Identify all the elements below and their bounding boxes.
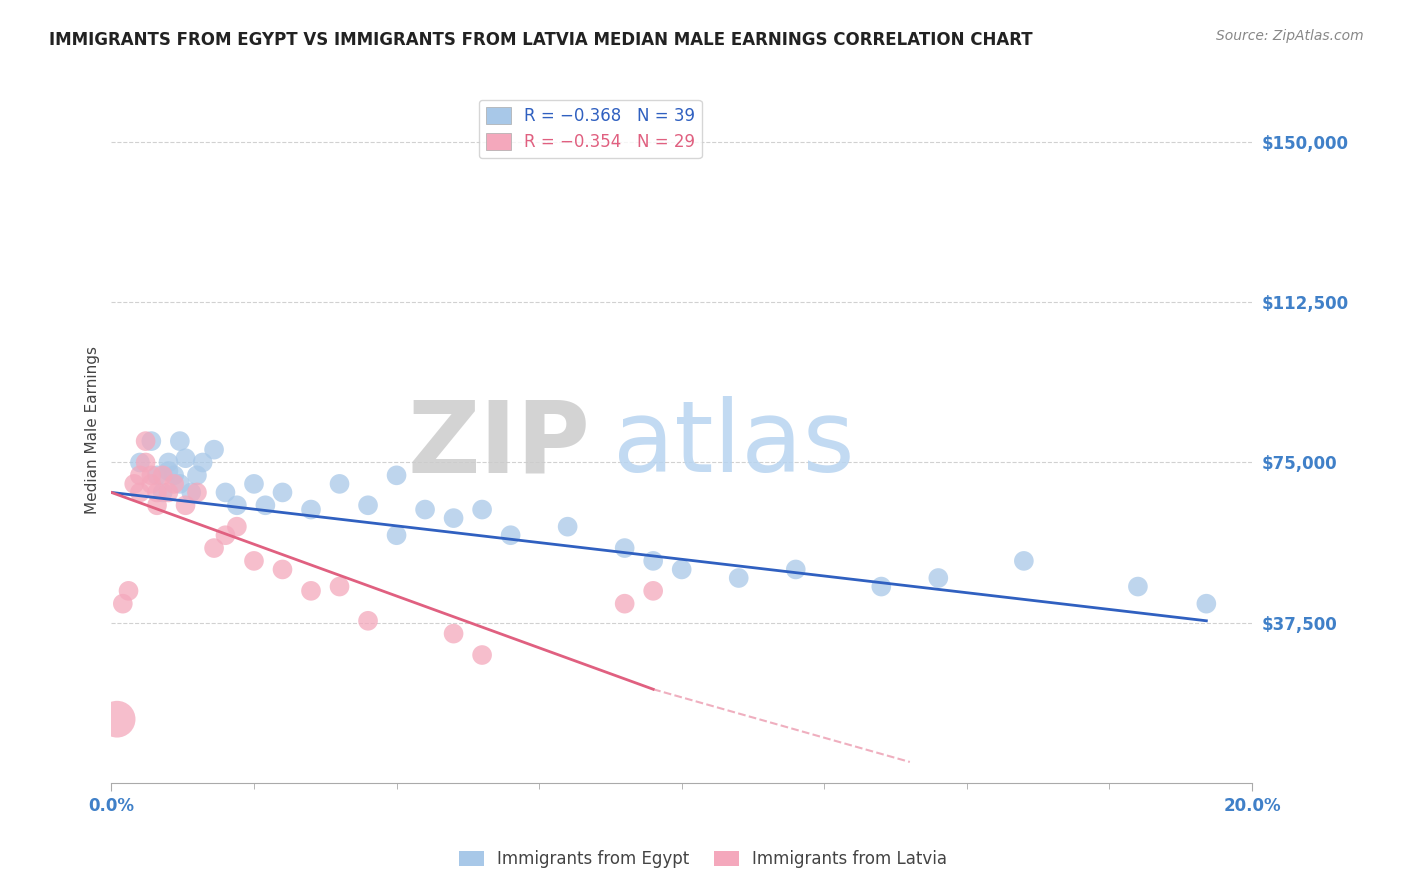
Point <box>1195 597 1218 611</box>
Point <box>328 476 350 491</box>
Point <box>146 485 169 500</box>
Text: Source: ZipAtlas.com: Source: ZipAtlas.com <box>1216 29 1364 43</box>
Point <box>135 455 157 469</box>
Point <box>471 502 494 516</box>
Point <box>157 485 180 500</box>
Point <box>129 468 152 483</box>
Point <box>152 485 174 500</box>
Point <box>186 468 208 483</box>
Point <box>129 455 152 469</box>
Point <box>271 562 294 576</box>
Point <box>174 498 197 512</box>
Point <box>202 541 225 555</box>
Point <box>152 468 174 483</box>
Point <box>141 476 163 491</box>
Point <box>243 554 266 568</box>
Point <box>157 455 180 469</box>
Point <box>557 519 579 533</box>
Point <box>191 455 214 469</box>
Point <box>785 562 807 576</box>
Point <box>129 485 152 500</box>
Point <box>225 519 247 533</box>
Point <box>135 434 157 449</box>
Point <box>443 511 465 525</box>
Point <box>385 468 408 483</box>
Point <box>671 562 693 576</box>
Point <box>1126 580 1149 594</box>
Point <box>202 442 225 457</box>
Point <box>146 468 169 483</box>
Legend: R = −0.368   N = 39, R = −0.354   N = 29: R = −0.368 N = 39, R = −0.354 N = 29 <box>479 100 702 158</box>
Point <box>105 712 128 726</box>
Point <box>174 451 197 466</box>
Point <box>613 597 636 611</box>
Point <box>443 626 465 640</box>
Point <box>643 583 665 598</box>
Point <box>122 476 145 491</box>
Point <box>613 541 636 555</box>
Point <box>214 485 236 500</box>
Point <box>870 580 893 594</box>
Point <box>254 498 277 512</box>
Point <box>357 614 380 628</box>
Point <box>186 485 208 500</box>
Point <box>243 476 266 491</box>
Point <box>1012 554 1035 568</box>
Point <box>117 583 139 598</box>
Point <box>141 434 163 449</box>
Point <box>643 554 665 568</box>
Point <box>157 464 180 478</box>
Point <box>111 597 134 611</box>
Point <box>214 528 236 542</box>
Point <box>271 485 294 500</box>
Point <box>413 502 436 516</box>
Point <box>299 583 322 598</box>
Point <box>328 580 350 594</box>
Text: IMMIGRANTS FROM EGYPT VS IMMIGRANTS FROM LATVIA MEDIAN MALE EARNINGS CORRELATION: IMMIGRANTS FROM EGYPT VS IMMIGRANTS FROM… <box>49 31 1033 49</box>
Point <box>357 498 380 512</box>
Legend: Immigrants from Egypt, Immigrants from Latvia: Immigrants from Egypt, Immigrants from L… <box>451 844 955 875</box>
Point <box>927 571 949 585</box>
Point <box>146 498 169 512</box>
Point <box>385 528 408 542</box>
Point <box>163 468 186 483</box>
Text: ZIP: ZIP <box>408 396 591 493</box>
Point <box>727 571 749 585</box>
Point <box>169 434 191 449</box>
Point <box>225 498 247 512</box>
Point <box>499 528 522 542</box>
Point <box>141 468 163 483</box>
Y-axis label: Median Male Earnings: Median Male Earnings <box>86 346 100 515</box>
Point <box>169 476 191 491</box>
Point <box>163 476 186 491</box>
Point <box>471 648 494 662</box>
Point <box>180 485 202 500</box>
Point <box>299 502 322 516</box>
Text: atlas: atlas <box>613 396 855 493</box>
